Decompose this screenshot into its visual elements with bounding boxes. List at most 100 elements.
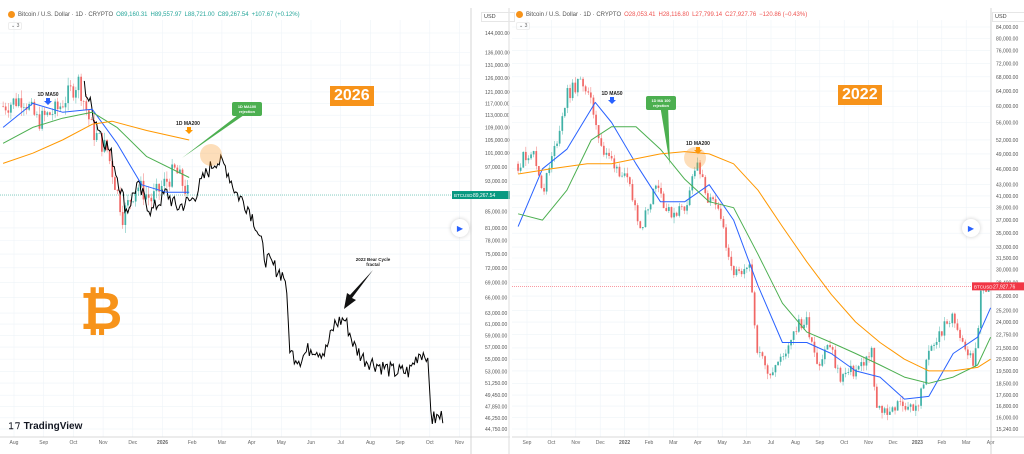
candle: [904, 406, 907, 410]
candle: [519, 167, 522, 171]
candle: [36, 114, 38, 115]
candle: [548, 167, 551, 174]
candle: [644, 210, 647, 228]
indicators-toggle[interactable]: ⌄ 3: [8, 22, 23, 30]
currency-label[interactable]: USD: [481, 12, 515, 22]
y-tick-label: 72,000.00: [485, 266, 507, 272]
symbol-title[interactable]: Bitcoin / U.S. Dollar · 1D · CRYPTO: [18, 11, 114, 18]
candle: [574, 82, 577, 93]
last-price-badge: [972, 282, 1024, 291]
ma50-line: [517, 101, 992, 400]
candle: [808, 317, 811, 338]
candle: [163, 178, 166, 187]
candle: [121, 212, 124, 225]
candle: [943, 321, 946, 336]
candle: [758, 352, 761, 353]
ma100-callout-label: rejection: [653, 104, 670, 108]
candle: [38, 114, 41, 129]
candle: [738, 269, 740, 271]
candle: [823, 349, 826, 360]
symbol-title[interactable]: Bitcoin / U.S. Dollar · 1D · CRYPTO: [526, 11, 622, 18]
arrow-down-icon: [608, 97, 616, 104]
x-tick-label: Nov: [99, 440, 108, 446]
y-tick-label: 101,000.00: [485, 151, 510, 157]
highlight-circle: [684, 147, 706, 169]
x-tick-label: Mar: [218, 440, 227, 446]
ma100-callout-label: rejection: [239, 110, 256, 114]
scroll-to-realtime-button[interactable]: ▶: [451, 219, 469, 237]
y-tick-label: 47,850.00: [485, 404, 507, 410]
ma200-annotation: 1D MA200: [686, 141, 710, 147]
y-tick-label: 44,750.00: [485, 427, 507, 433]
y-tick-label: 97,000.00: [485, 165, 507, 171]
candle: [59, 106, 62, 110]
candle: [595, 114, 597, 126]
x-tick-label: Sep: [396, 440, 405, 446]
candle: [69, 85, 72, 87]
y-tick-label: 52,000.00: [996, 138, 1018, 144]
y-tick-label: 22,750.00: [996, 333, 1018, 339]
ma200-line: [2, 120, 190, 164]
y-tick-label: 49,450.00: [485, 393, 507, 399]
y-tick-label: 80,000.00: [996, 36, 1018, 42]
y-tick-label: 16,800.00: [996, 404, 1018, 410]
y-tick-label: 39,000.00: [996, 206, 1018, 212]
candle: [784, 353, 787, 357]
x-tick-label: 2026: [157, 440, 168, 446]
candle: [129, 200, 132, 202]
candle: [67, 85, 70, 104]
callout-pointer: [182, 115, 244, 158]
candle: [706, 193, 709, 203]
candle: [787, 345, 790, 354]
candle: [602, 145, 605, 155]
candle: [678, 206, 681, 216]
y-tick-label: 37,000.00: [996, 218, 1018, 224]
candle: [961, 337, 964, 342]
candle: [870, 347, 873, 358]
candle: [20, 98, 23, 108]
candle: [948, 323, 951, 324]
currency-label[interactable]: USD: [992, 12, 1024, 22]
candle: [907, 406, 909, 410]
x-tick-label: Oct: [548, 440, 556, 446]
scroll-to-realtime-button[interactable]: ▶: [962, 219, 980, 237]
candle: [740, 270, 743, 275]
candle: [894, 407, 896, 411]
fractal-annotation: fractal: [366, 262, 380, 267]
candle: [618, 166, 621, 177]
candle: [922, 384, 925, 389]
candle: [12, 98, 15, 105]
x-tick-label: May: [277, 440, 287, 446]
candle: [886, 408, 889, 415]
last-price-badge: [452, 191, 510, 200]
candle: [532, 151, 535, 155]
indicators-toggle[interactable]: ⌄ 3: [516, 22, 531, 30]
arrow-icon: [344, 270, 373, 309]
candle: [956, 323, 959, 330]
candle: [90, 119, 93, 121]
candle: [699, 162, 701, 175]
candle: [605, 152, 608, 155]
candle: [23, 106, 25, 108]
x-tick-label: Nov: [864, 440, 873, 446]
candle: [150, 197, 153, 202]
candle: [114, 177, 116, 190]
candle: [621, 175, 623, 177]
candle: [623, 173, 626, 176]
fractal-projection-line: [83, 80, 444, 424]
candle: [64, 103, 67, 108]
candle: [805, 317, 808, 325]
candle: [847, 372, 850, 373]
highlight-circle: [200, 144, 222, 166]
candle: [888, 411, 891, 415]
x-tick-label: Nov: [571, 440, 580, 446]
candle: [901, 401, 904, 407]
y-tick-label: 60,000.00: [996, 104, 1018, 110]
candle: [712, 197, 714, 200]
candle: [839, 367, 842, 382]
year-badge: 2026: [330, 86, 374, 106]
candle: [836, 367, 839, 369]
ma200-line: [518, 151, 991, 372]
x-tick-label: Sep: [523, 440, 532, 446]
candle: [730, 256, 733, 267]
